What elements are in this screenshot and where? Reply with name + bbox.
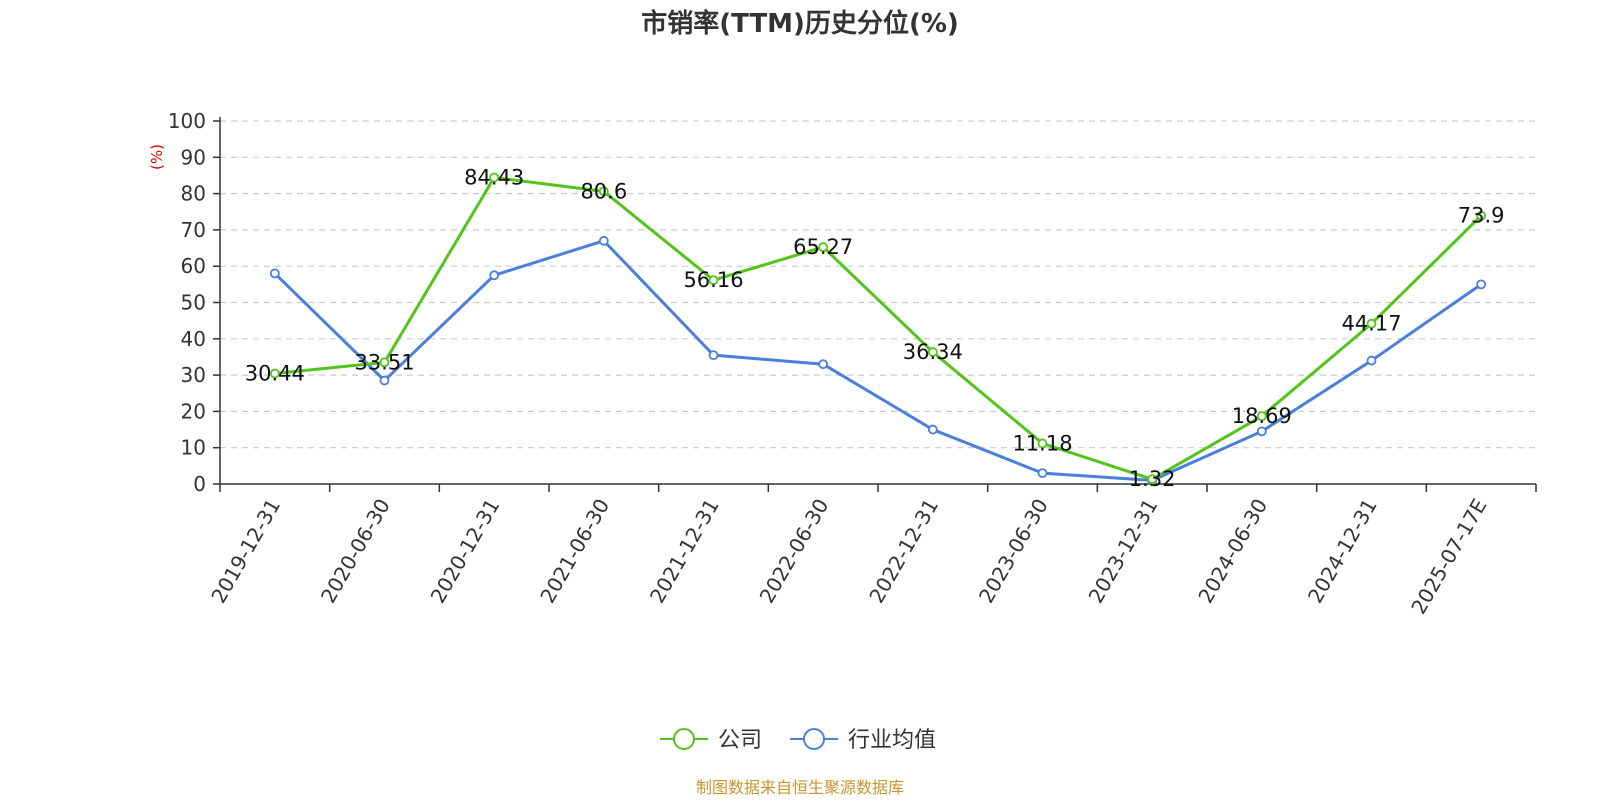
data-point [598,235,609,246]
x-tick-label: 2022-12-31 [864,494,943,607]
x-tick-label: 2023-06-30 [974,495,1053,608]
data-point [708,275,719,286]
data-point [269,268,280,279]
x-tick-label: 2020-06-30 [316,495,395,608]
data-point [1147,474,1158,485]
chart-title: 市销率(TTM)历史分位(%) [641,8,959,39]
legend-marker [673,728,695,750]
data-point [708,350,719,361]
x-tick-label: 2022-06-30 [755,495,834,608]
data-labels: 30.44 33.51 84.43 80.6 56.16 65.27 36.34 11.18 1… [245,166,1505,492]
y-tick-label: 0 [193,472,206,496]
x-tick-label: 2024-06-30 [1193,495,1272,608]
x-tick-label: 2021-06-30 [535,495,614,608]
data-label: 65.27 [793,235,853,259]
data-point [818,359,829,370]
data-point [379,357,390,368]
gridlines [220,120,1536,449]
data-label: 33.51 [354,350,414,374]
data-point [1366,355,1377,366]
data-point [269,368,280,379]
series-line [274,176,1483,481]
data-point [489,270,500,281]
data-label: 18.69 [1232,404,1292,428]
y-axis-unit: (%) [148,144,166,170]
y-tick-label: 30 [181,363,206,387]
data-point [379,375,390,386]
x-tick-label: 2023-12-31 [1084,495,1163,608]
x-tick-label: 2021-12-31 [645,495,724,608]
x-tick-label: 2024-12-31 [1303,495,1382,608]
data-label: 73.9 [1458,204,1505,228]
legend-label: 公司 [718,728,762,753]
x-tick-label: 2020-12-31 [426,494,505,607]
legend-marker [803,728,825,750]
x-tick-label: 2025-07-17E [1406,495,1491,619]
data-label: 56.16 [683,268,743,292]
y-tick-label: 10 [181,436,206,460]
data-label: 11.18 [1012,431,1072,455]
data-point [489,172,500,183]
data-point [1037,438,1048,449]
data-point [1037,468,1048,479]
x-tick-label: 2019-12-31 [206,495,285,608]
y-tick-label: 40 [181,327,206,351]
source-footer: 制图数据来自恒生聚源数据库 [696,778,904,797]
data-point [1366,318,1377,329]
data-point [818,242,829,252]
data-point [1476,279,1487,290]
series [269,172,1487,486]
data-label: 36.34 [903,340,963,364]
legend[interactable]: 公司 行业均值 [660,728,936,753]
data-label: 44.17 [1341,312,1401,336]
legend-item[interactable]: 行业均值 [790,728,936,753]
legend-label: 行业均值 [848,728,936,753]
y-tick-label: 50 [181,291,206,315]
y-tick-label: 60 [181,254,206,278]
y-tick-label: 90 [181,145,206,169]
data-point [1256,426,1267,437]
y-tick-label: 100 [168,109,206,133]
data-point [927,424,938,435]
data-point [598,186,609,197]
y-tick-label: 20 [181,399,206,423]
legend-item[interactable]: 公司 [660,728,762,753]
series-line [273,239,1483,482]
data-label: 30.44 [245,362,305,386]
data-label: 80.6 [580,179,627,203]
data-label: 1.32 [1129,467,1176,491]
data-point [1256,411,1267,422]
data-label: 84.43 [464,166,524,190]
y-tick-label: 80 [181,182,206,206]
y-tick-label: 70 [181,218,206,242]
data-point [1476,210,1487,221]
data-point [927,347,938,357]
